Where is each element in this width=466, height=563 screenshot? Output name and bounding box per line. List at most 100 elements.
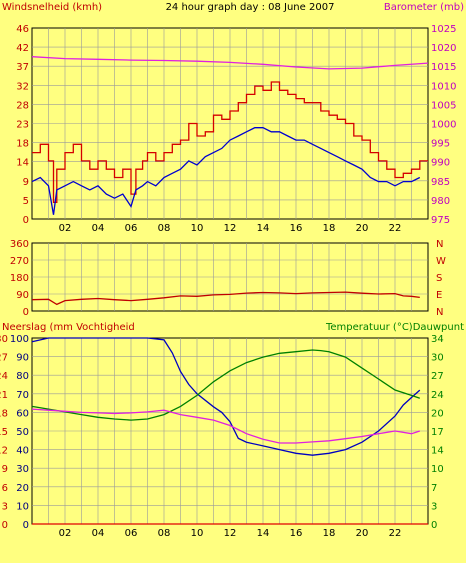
panel-0-wind-tick: 14 bbox=[16, 158, 29, 169]
panel-2-rain-tick: 27 bbox=[0, 353, 8, 364]
panel-2-rain-tick: 15 bbox=[0, 427, 8, 438]
panel-2-temp-tick: 10 bbox=[431, 464, 444, 475]
panel-2-temp-tick: 14 bbox=[431, 446, 444, 457]
panel-0-x-tick: 04 bbox=[92, 223, 105, 234]
panel-0-x-tick: 16 bbox=[290, 223, 303, 234]
panel-2-rain-tick: 0 bbox=[2, 520, 8, 531]
panel-2-x-tick: 20 bbox=[356, 528, 369, 539]
panel-2-x-tick: 08 bbox=[158, 528, 171, 539]
series-humidity-line bbox=[31, 337, 421, 456]
panel-2-temp-tick: 7 bbox=[431, 483, 437, 494]
panel-2-x-tick: 22 bbox=[389, 528, 402, 539]
panel-2-humidity-tick: 30 bbox=[16, 464, 29, 475]
series-barometer-line bbox=[31, 56, 429, 70]
panel-2-temp-tick: 27 bbox=[431, 371, 444, 382]
panel-2-rain-tick: 6 bbox=[2, 483, 8, 494]
panel-0-wind-tick: 18 bbox=[16, 139, 29, 150]
panel-0-x-tick: 18 bbox=[323, 223, 336, 234]
panel-2-temp-tick: 0 bbox=[431, 520, 437, 531]
series-temperature-line bbox=[31, 349, 421, 421]
panel-0-x-tick: 22 bbox=[389, 223, 402, 234]
panel-0-x-tick: 06 bbox=[125, 223, 138, 234]
panel-0-baro-tick: 995 bbox=[431, 139, 450, 150]
panel-2-rain-tick: 30 bbox=[0, 334, 8, 345]
panel-1-deg-tick: 0 bbox=[23, 307, 29, 318]
panel-2-temp-tick: 24 bbox=[431, 390, 444, 401]
series-dewpoint-line bbox=[31, 408, 421, 444]
series-direction-line bbox=[31, 291, 420, 306]
series-wind_avg-line bbox=[31, 127, 421, 215]
panel-2-x-tick: 02 bbox=[59, 528, 72, 539]
panel-0-baro-tick: 1010 bbox=[431, 81, 456, 92]
panel-2-humidity-tick: 10 bbox=[16, 501, 29, 512]
panel-2-humidity-tick: 90 bbox=[16, 353, 29, 364]
panel-2-x-tick: 14 bbox=[257, 528, 270, 539]
wind-axis-title: Windsnelheid (kmh) bbox=[2, 2, 102, 13]
panel-2-temp-tick: 3 bbox=[431, 501, 437, 512]
panel-2-rain-tick: 9 bbox=[2, 464, 8, 475]
panel-0-x-tick: 10 bbox=[191, 223, 204, 234]
panel-1-compass-tick: N bbox=[436, 307, 443, 318]
barometer-axis-title: Barometer (mb) bbox=[384, 2, 464, 13]
panel-0-baro-tick: 1000 bbox=[431, 120, 456, 131]
panel-2-x-tick: 06 bbox=[125, 528, 138, 539]
temperature-axis-title: Temperatuur (°C)Dauwpunt bbox=[325, 322, 464, 333]
panel-1-compass-tick: W bbox=[436, 256, 446, 267]
graph-title: 24 hour graph day : 08 June 2007 bbox=[166, 2, 335, 13]
panel-2-humidity-tick: 40 bbox=[16, 446, 29, 457]
panel-0-baro-tick: 1005 bbox=[431, 100, 456, 111]
panel-0-wind-tick: 0 bbox=[23, 215, 29, 226]
panel-0-x-tick: 20 bbox=[356, 223, 369, 234]
panel-2-humidity-tick: 80 bbox=[16, 371, 29, 382]
panel-0-baro-tick: 1015 bbox=[431, 62, 456, 73]
panel-1-compass-tick: S bbox=[436, 273, 442, 284]
panel-0-baro-tick: 1020 bbox=[431, 43, 456, 54]
panel-0-x-tick: 14 bbox=[257, 223, 270, 234]
panel-2-x-tick: 04 bbox=[92, 528, 105, 539]
panel-2-x-tick: 18 bbox=[323, 528, 336, 539]
panel-2-rain-tick: 3 bbox=[2, 501, 8, 512]
panel-2-rain-tick: 18 bbox=[0, 408, 8, 419]
panel-1-deg-tick: 270 bbox=[10, 256, 29, 267]
panel-0-baro-tick: 990 bbox=[431, 158, 450, 169]
panel-2-humidity-tick: 70 bbox=[16, 390, 29, 401]
panel-0-wind-tick: 9 bbox=[23, 177, 29, 188]
panel-1-compass-tick: E bbox=[436, 290, 442, 301]
series-wind-line bbox=[32, 81, 428, 204]
panel-2-temp-tick: 34 bbox=[431, 334, 444, 345]
panel-2-humidity-tick: 60 bbox=[16, 408, 29, 419]
panel-0-wind-tick: 5 bbox=[23, 196, 29, 207]
rain-axis-title: Neerslag (mm Vochtigheid bbox=[2, 322, 135, 333]
panel-2-temp-tick: 20 bbox=[431, 408, 444, 419]
panel-0-x-tick: 12 bbox=[224, 223, 237, 234]
panel-0-baro-tick: 975 bbox=[431, 215, 450, 226]
panel-1-compass-tick: N bbox=[436, 239, 443, 250]
panel-0-baro-tick: 1025 bbox=[431, 24, 456, 35]
panel-2-temp-tick: 30 bbox=[431, 353, 444, 364]
panel-0-baro-tick: 980 bbox=[431, 196, 450, 207]
panel-2-temp-tick: 17 bbox=[431, 427, 444, 438]
panel-2-humidity-tick: 50 bbox=[16, 427, 29, 438]
panel-1-deg-tick: 360 bbox=[10, 239, 29, 250]
panel-1-deg-tick: 90 bbox=[16, 290, 29, 301]
panel-0-wind-tick: 32 bbox=[16, 81, 29, 92]
panel-2-rain-tick: 12 bbox=[0, 446, 8, 457]
panel-2-x-tick: 16 bbox=[290, 528, 303, 539]
panel-0-wind-tick: 37 bbox=[16, 62, 29, 73]
panel-0-wind-tick: 23 bbox=[16, 120, 29, 131]
panel-2-x-tick: 10 bbox=[191, 528, 204, 539]
panel-2-rain-tick: 21 bbox=[0, 390, 8, 401]
panel-0-x-tick: 08 bbox=[158, 223, 171, 234]
panel-0-wind-tick: 46 bbox=[16, 24, 29, 35]
panel-0-x-tick: 02 bbox=[59, 223, 72, 234]
panel-2-humidity-tick: 20 bbox=[16, 483, 29, 494]
panel-0-baro-tick: 985 bbox=[431, 177, 450, 188]
panel-2-humidity-tick: 100 bbox=[10, 334, 29, 345]
panel-1-deg-tick: 180 bbox=[10, 273, 29, 284]
panel-2-rain-tick: 24 bbox=[0, 371, 8, 382]
panel-2-humidity-tick: 0 bbox=[23, 520, 29, 531]
panel-2-x-tick: 12 bbox=[224, 528, 237, 539]
panel-0-wind-tick: 42 bbox=[16, 43, 29, 54]
panel-0-wind-tick: 28 bbox=[16, 100, 29, 111]
